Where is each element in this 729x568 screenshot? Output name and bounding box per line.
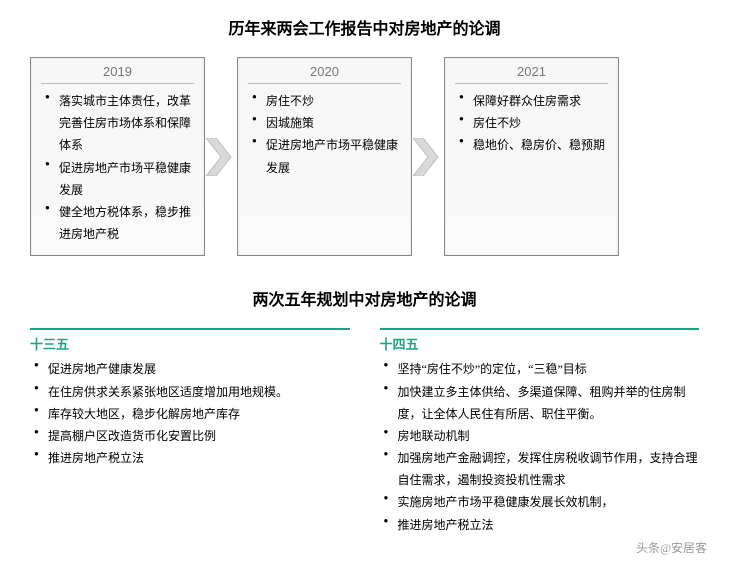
col-head: 十三五 xyxy=(30,334,350,353)
list-item: 加强房地产金融调控，发挥住房税收调节作用，支持合理自住需求，遏制投资投机性需求 xyxy=(384,447,700,491)
list-item: 落实城市主体责任，改革完善住房市场体系和保障体系 xyxy=(45,90,194,157)
watermark: 头条@安居客 xyxy=(632,537,711,558)
col-list: 坚持“房住不炒”的定位，“三稳”目标 加快建立多主体供给、多渠道保障、租购并举的… xyxy=(380,358,700,536)
col-list: 促进房地产健康发展 在住房供求关系紧张地区适度增加用地规模。 库存较大地区，稳步… xyxy=(30,358,350,469)
card-year: 2019 xyxy=(41,64,194,84)
card-year: 2021 xyxy=(455,64,608,84)
timeline-row: 2019 落实城市主体责任，改革完善住房市场体系和保障体系 促进房地产市场平稳健… xyxy=(30,57,699,256)
plan-columns: 十三五 促进房地产健康发展 在住房供求关系紧张地区适度增加用地规模。 库存较大地… xyxy=(30,328,699,536)
list-item: 在住房供求关系紧张地区适度增加用地规模。 xyxy=(34,381,350,403)
card-list: 房住不炒 因城施策 促进房地产市场平稳健康发展 xyxy=(248,90,401,179)
list-item: 加快建立多主体供给、多渠道保障、租购并举的住房制度，让全体人民住有所居、职住平衡… xyxy=(384,381,700,425)
title-top: 历年来两会工作报告中对房地产的论调 xyxy=(30,15,699,39)
list-item: 健全地方税体系，稳步推进房地产税 xyxy=(45,201,194,245)
col-135: 十三五 促进房地产健康发展 在住房供求关系紧张地区适度增加用地规模。 库存较大地… xyxy=(30,328,350,536)
chevron-icon xyxy=(412,57,444,256)
list-item: 保障好群众住房需求 xyxy=(459,90,608,112)
list-item: 房住不炒 xyxy=(252,90,401,112)
col-145: 十四五 坚持“房住不炒”的定位，“三稳”目标 加快建立多主体供给、多渠道保障、租… xyxy=(380,328,700,536)
list-item: 房住不炒 xyxy=(459,112,608,134)
card-year: 2020 xyxy=(248,64,401,84)
col-head: 十四五 xyxy=(380,334,700,353)
list-item: 稳地价、稳房价、稳预期 xyxy=(459,134,608,156)
list-item: 坚持“房住不炒”的定位，“三稳”目标 xyxy=(384,358,700,380)
list-item: 提高棚户区改造货币化安置比例 xyxy=(34,425,350,447)
chevron-icon xyxy=(205,57,237,256)
list-item: 促进房地产市场平稳健康发展 xyxy=(252,134,401,178)
title-bottom: 两次五年规划中对房地产的论调 xyxy=(30,286,699,310)
list-item: 推进房地产税立法 xyxy=(34,447,350,469)
card-2020: 2020 房住不炒 因城施策 促进房地产市场平稳健康发展 xyxy=(237,57,412,256)
card-list: 保障好群众住房需求 房住不炒 稳地价、稳房价、稳预期 xyxy=(455,90,608,157)
card-list: 落实城市主体责任，改革完善住房市场体系和保障体系 促进房地产市场平稳健康发展 健… xyxy=(41,90,194,245)
list-item: 因城施策 xyxy=(252,112,401,134)
list-item: 促进房地产健康发展 xyxy=(34,358,350,380)
list-item: 促进房地产市场平稳健康发展 xyxy=(45,157,194,201)
list-item: 推进房地产税立法 xyxy=(384,514,700,536)
card-2019: 2019 落实城市主体责任，改革完善住房市场体系和保障体系 促进房地产市场平稳健… xyxy=(30,57,205,256)
list-item: 房地联动机制 xyxy=(384,425,700,447)
card-2021: 2021 保障好群众住房需求 房住不炒 稳地价、稳房价、稳预期 xyxy=(444,57,619,256)
section-plans: 两次五年规划中对房地产的论调 十三五 促进房地产健康发展 在住房供求关系紧张地区… xyxy=(30,286,699,536)
list-item: 库存较大地区，稳步化解房地产库存 xyxy=(34,403,350,425)
list-item: 实施房地产市场平稳健康发展长效机制， xyxy=(384,491,700,513)
